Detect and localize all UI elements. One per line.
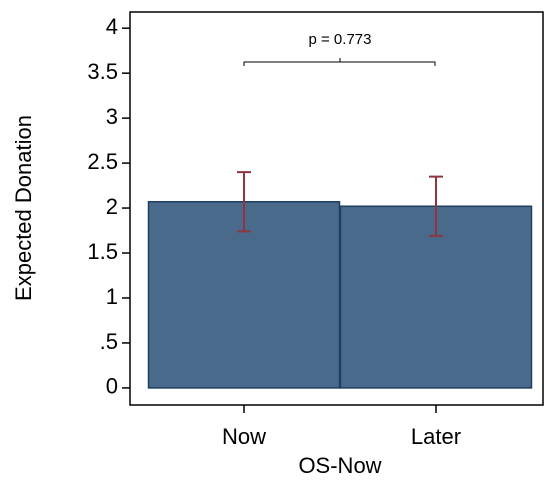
y-tick-label: 0 xyxy=(106,374,118,399)
error-bar xyxy=(237,171,251,233)
bar xyxy=(147,201,341,389)
y-tick-label: 4 xyxy=(106,14,118,39)
y-tick-label: 2 xyxy=(106,194,118,219)
x-tick-label: Now xyxy=(222,424,266,449)
y-axis-label: Expected Donation xyxy=(11,115,36,301)
y-tick-label: 2.5 xyxy=(87,149,118,174)
annotation: p = 0.773 xyxy=(309,31,372,48)
x-axis-label: OS-Now xyxy=(298,453,381,478)
y-tick-label: 1.5 xyxy=(87,239,118,264)
y-tick-label: 3 xyxy=(106,104,118,129)
y-tick-label: 1 xyxy=(106,284,118,309)
y-tick-label: 3.5 xyxy=(87,59,118,84)
significance-bracket xyxy=(243,58,436,66)
x-tick-label: Later xyxy=(411,424,461,449)
error-bar xyxy=(429,175,443,237)
y-tick-label: .5 xyxy=(100,329,118,354)
